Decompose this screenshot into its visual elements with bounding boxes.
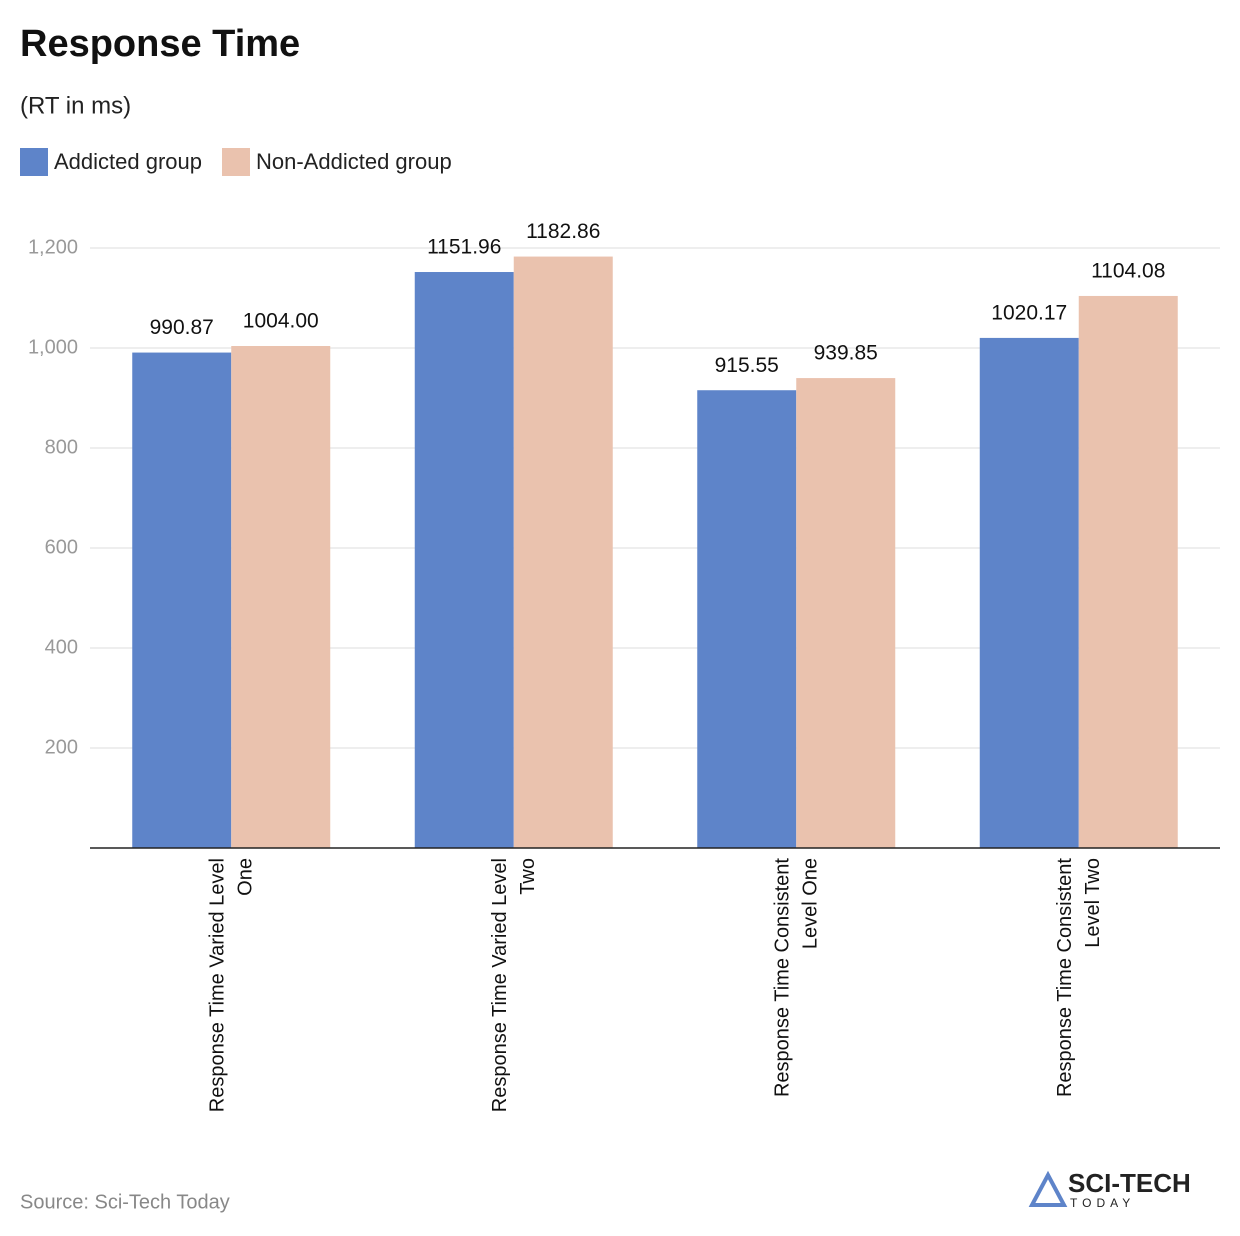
y-tick-label: 600 [45,536,78,558]
logo-name: SCI-TECH [1068,1168,1191,1198]
source: Source: Sci-Tech Today [20,1191,230,1213]
x-tick-label: Response Time Varied Level Two [488,858,539,1113]
logo-tagline: TODAY [1070,1196,1135,1210]
bar [132,352,232,848]
y-tick-label: 1,200 [28,236,78,258]
chart-title: Response Time [20,23,300,65]
value-label: 1104.08 [1091,260,1165,283]
y-tick-label: 200 [45,736,78,758]
chart-subtitle: (RT in ms) [20,92,131,119]
x-tick-label: Response Time Varied Level One [206,858,257,1113]
x-tick-label: Response Time Consistent Level Two [1053,858,1104,1098]
bar [513,256,613,848]
bar [231,346,331,848]
y-tick-label: 800 [45,436,78,458]
bar [697,390,797,848]
x-tick-label: Response Time Consistent Level One [771,858,822,1098]
value-label: 1182.86 [526,220,600,243]
legend-swatch [20,148,48,176]
logo-icon [1028,1170,1068,1207]
legend-label: Addicted group [54,149,202,174]
bar [979,337,1079,848]
value-label: 939.85 [814,342,878,365]
legend-swatch [222,148,250,176]
bar [414,272,514,848]
y-tick-label: 400 [45,636,78,658]
value-label: 990.87 [150,316,214,339]
value-label: 1004.00 [243,310,319,333]
value-label: 1020.17 [991,301,1067,324]
bar [1078,295,1178,849]
value-label: 1151.96 [427,236,501,259]
bar [796,378,896,848]
value-label: 915.55 [715,354,779,377]
y-tick-label: 1,000 [28,336,78,358]
legend-label: Non-Addicted group [256,149,452,174]
